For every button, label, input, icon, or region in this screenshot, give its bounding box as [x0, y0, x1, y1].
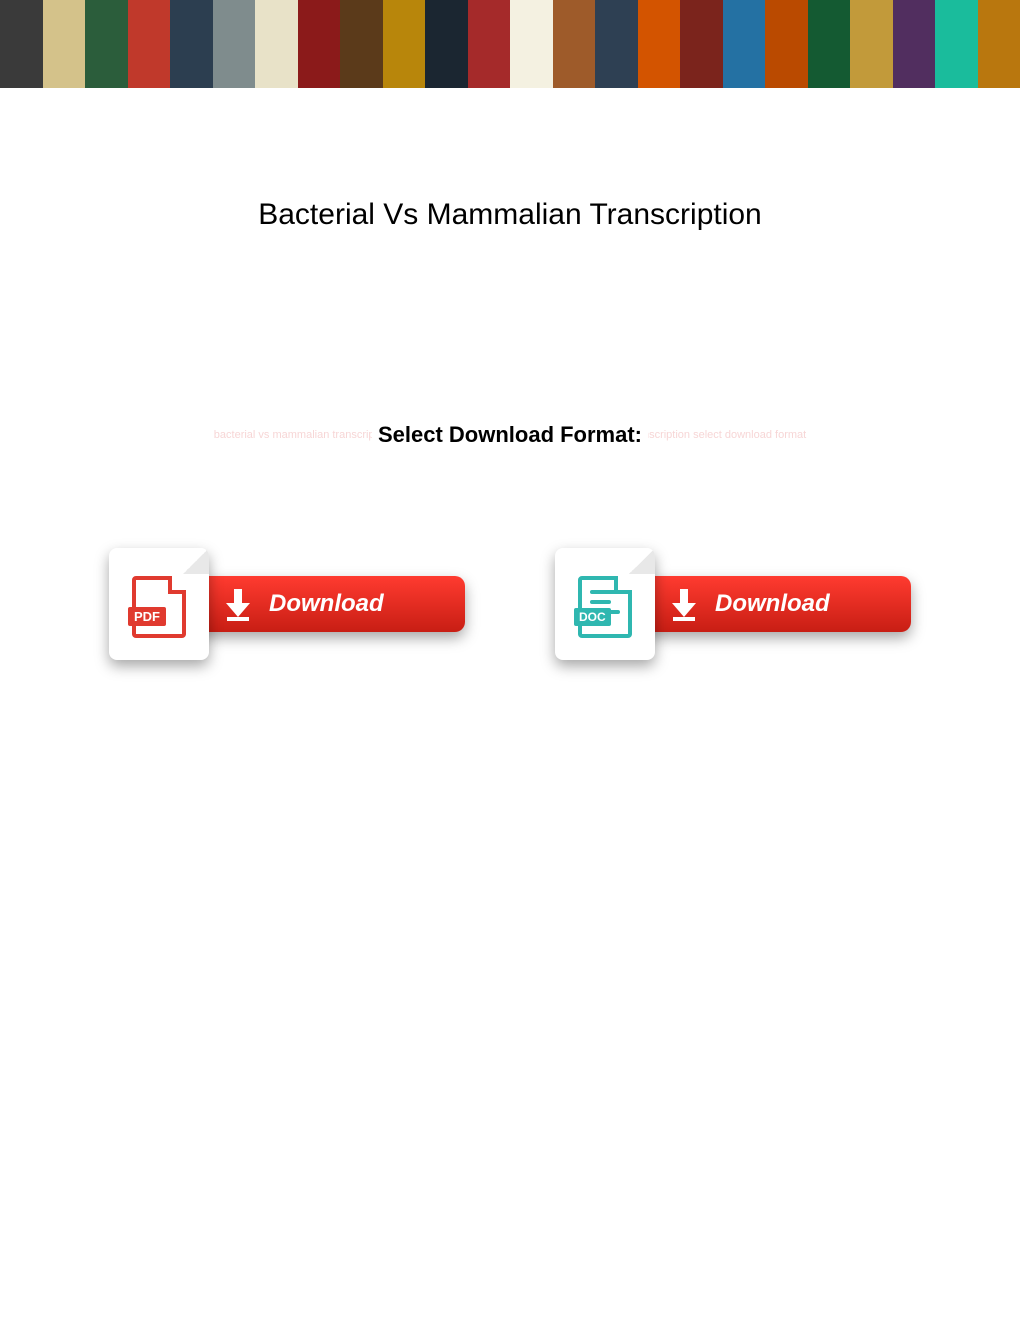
banner-tile	[468, 0, 511, 88]
doc-format-label: DOC	[574, 608, 611, 626]
banner-tile	[43, 0, 86, 88]
download-doc-button-label: Download	[715, 590, 830, 618]
download-pdf-group: PDF Download	[109, 548, 465, 660]
banner-tile	[765, 0, 808, 88]
banner-tile	[893, 0, 936, 88]
banner-tile	[383, 0, 426, 88]
pdf-format-label: PDF	[128, 607, 166, 626]
download-buttons-row: PDF Download DOC Download	[0, 548, 1020, 660]
select-format-row: bacterial vs mammalian transcription sel…	[0, 422, 1020, 448]
download-doc-group: DOC Download	[555, 548, 911, 660]
banner-tile	[978, 0, 1020, 88]
banner-tile	[340, 0, 383, 88]
doc-file-card: DOC	[555, 548, 655, 660]
banner-tile	[170, 0, 213, 88]
banner-tile	[425, 0, 468, 88]
banner-tile	[680, 0, 723, 88]
banner-tile	[850, 0, 893, 88]
banner-tile	[808, 0, 851, 88]
doc-file-icon: DOC	[578, 576, 632, 638]
download-pdf-button[interactable]: Download	[195, 576, 465, 632]
banner-tile	[0, 0, 43, 88]
banner-tile	[213, 0, 256, 88]
banner-tile	[85, 0, 128, 88]
banner-tile	[298, 0, 341, 88]
page-title: Bacterial Vs Mammalian Transcription	[0, 198, 1020, 232]
banner-tile	[553, 0, 596, 88]
download-pdf-button-label: Download	[269, 590, 384, 618]
banner-tile	[255, 0, 298, 88]
banner-tile	[510, 0, 553, 88]
header-banner	[0, 0, 1020, 88]
pdf-file-icon: PDF	[132, 576, 186, 638]
download-arrow-icon	[669, 589, 699, 619]
download-doc-button[interactable]: Download	[641, 576, 911, 632]
download-arrow-icon	[223, 589, 253, 619]
banner-tile	[935, 0, 978, 88]
banner-tile	[723, 0, 766, 88]
pdf-file-card: PDF	[109, 548, 209, 660]
banner-tile	[128, 0, 171, 88]
banner-tile	[595, 0, 638, 88]
banner-tile	[638, 0, 681, 88]
select-format-label: Select Download Format:	[372, 422, 648, 448]
